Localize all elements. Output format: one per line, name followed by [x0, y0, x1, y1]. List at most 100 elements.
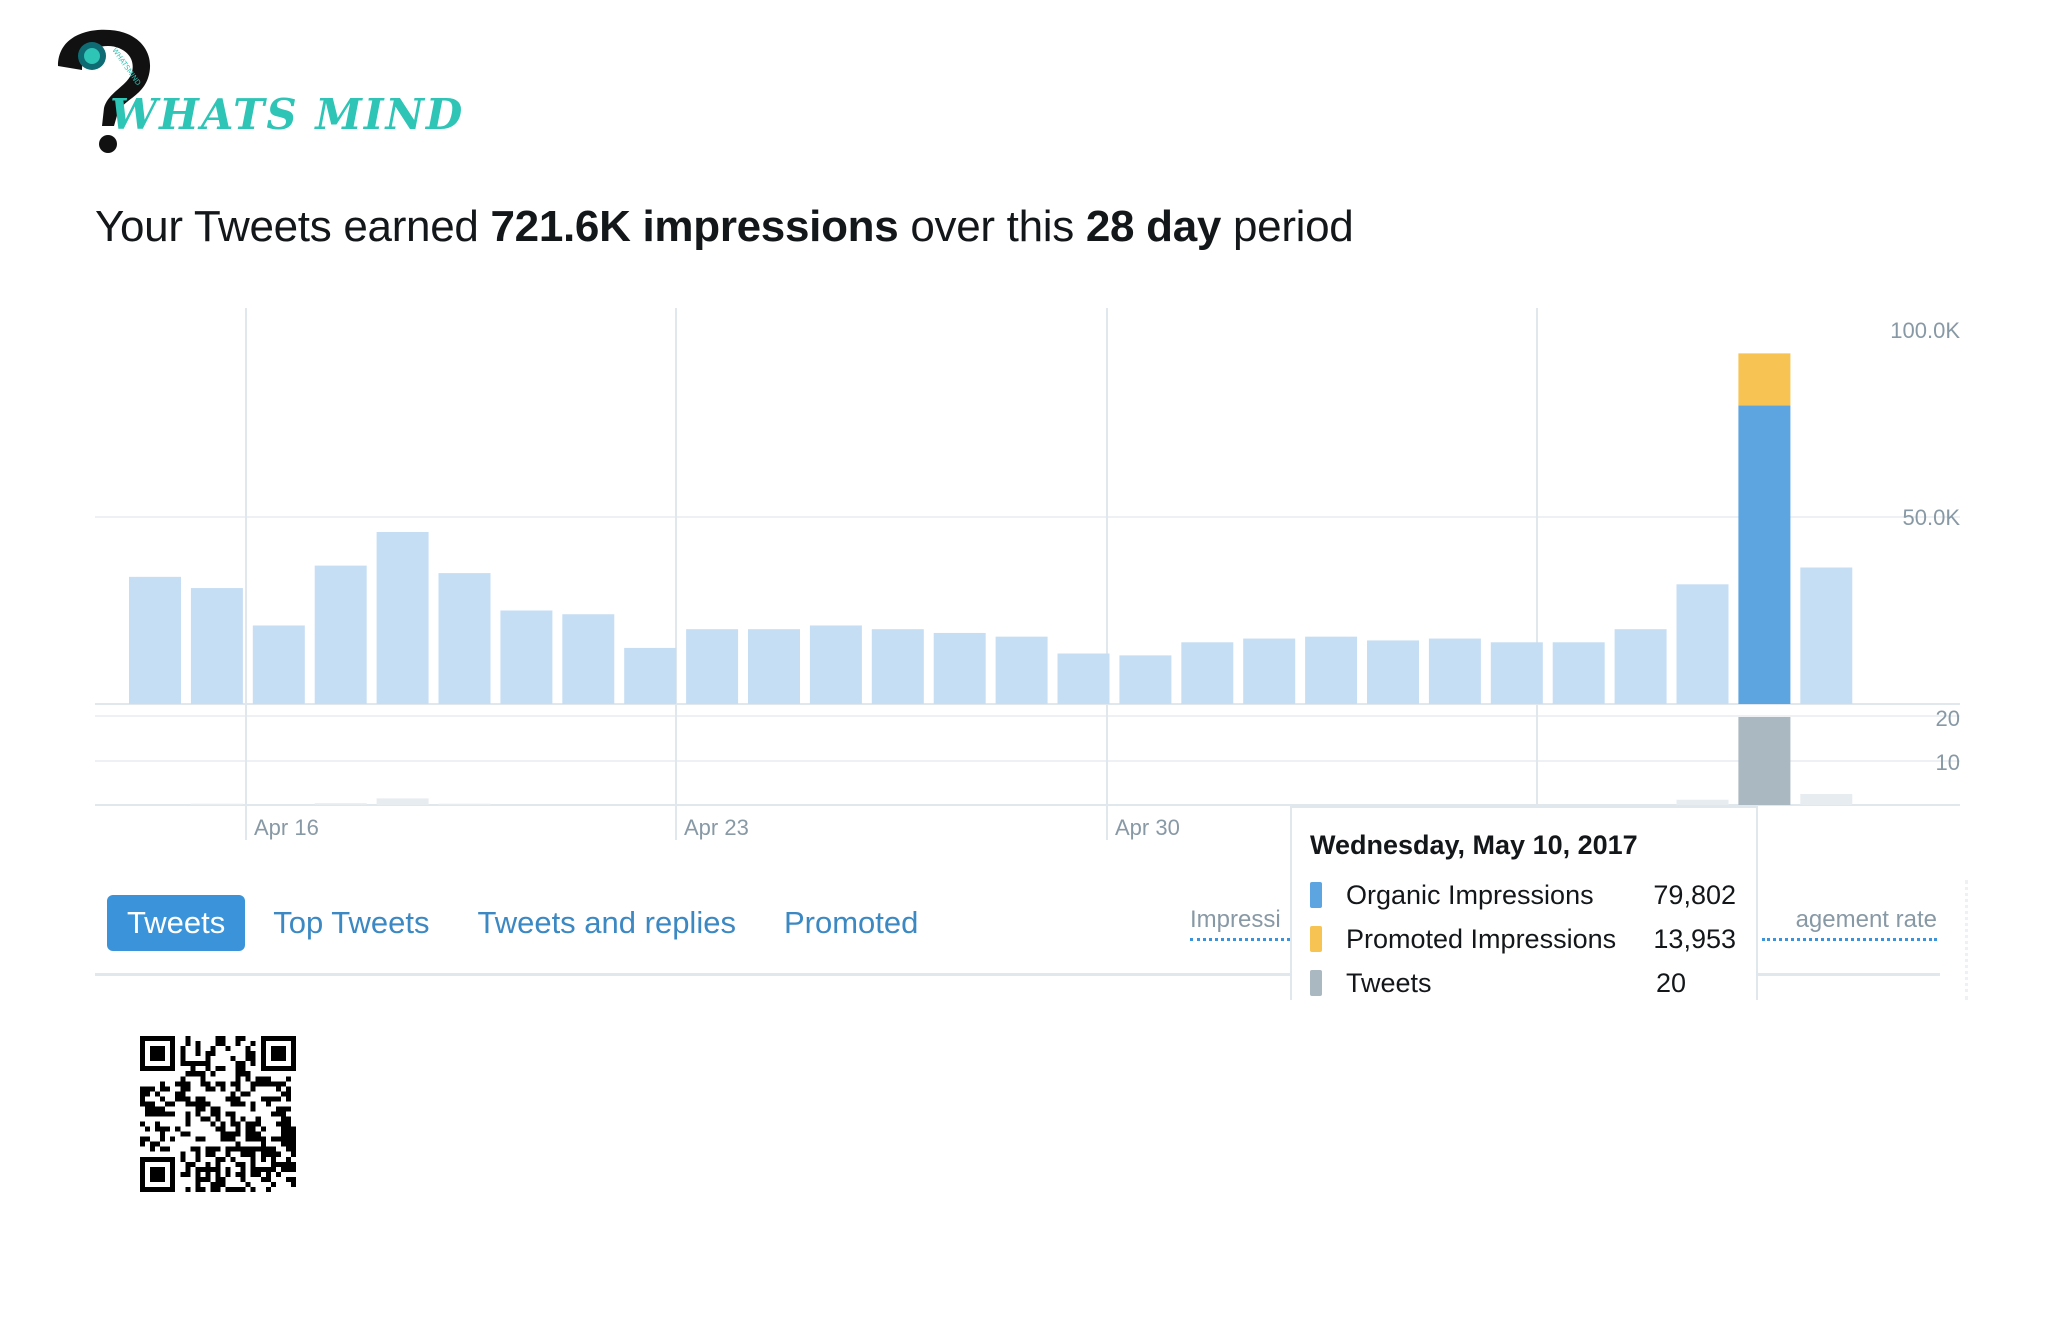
qr-module: [165, 1101, 171, 1107]
qr-module: [290, 1036, 296, 1072]
qr-module: [165, 1126, 171, 1132]
qr-module: [245, 1056, 251, 1062]
qr-module: [260, 1066, 296, 1072]
tweets-bar: [1800, 794, 1853, 805]
qr-module: [210, 1086, 216, 1092]
qr-module: [180, 1056, 186, 1062]
qr-module: [175, 1081, 181, 1087]
qr-module: [245, 1121, 251, 1127]
impressions-toggle[interactable]: Impressi: [1190, 906, 1302, 941]
qr-module: [140, 1096, 146, 1102]
qr-module: [225, 1136, 231, 1142]
qr-module: [200, 1106, 206, 1112]
qr-module: [245, 1146, 251, 1152]
qr-module: [185, 1061, 191, 1067]
qr-module: [160, 1081, 166, 1087]
qr-module: [140, 1136, 146, 1142]
qr-module: [145, 1126, 151, 1132]
qr-module: [190, 1061, 196, 1067]
tooltip-value: 20: [1655, 967, 1686, 998]
tab-tweets[interactable]: Tweets: [107, 895, 246, 951]
qr-module: [190, 1101, 196, 1107]
qr-module: [180, 1086, 186, 1092]
qr-module: [190, 1161, 196, 1167]
qr-module: [275, 1111, 281, 1117]
qr-module: [240, 1166, 246, 1172]
qr-module: [155, 1106, 161, 1112]
qr-module: [250, 1106, 256, 1112]
chart-tooltip: Wednesday, May 10, 2017 Organic Impressi…: [1290, 806, 1758, 1000]
x-tick-label: Apr 16: [254, 815, 319, 840]
y-tick-label: 10: [1936, 750, 1960, 775]
tooltip-row-promoted: Promoted Impressions 13,953: [1310, 917, 1738, 961]
qr-module: [220, 1086, 226, 1092]
qr-module: [195, 1111, 201, 1117]
organic-impressions-bar: [624, 647, 677, 704]
qr-module: [285, 1106, 291, 1112]
tweet-filter-tabs: Tweets Top Tweets Tweets and replies Pro…: [107, 895, 966, 951]
qr-module: [180, 1096, 186, 1102]
tab-tweets-and-replies[interactable]: Tweets and replies: [477, 905, 736, 940]
qr-module: [240, 1101, 246, 1107]
qr-module: [210, 1151, 216, 1157]
qr-module: [185, 1171, 191, 1177]
qr-module: [235, 1036, 241, 1042]
qr-module: [195, 1166, 201, 1172]
qr-module: [225, 1171, 231, 1177]
qr-module: [205, 1151, 211, 1157]
qr-module: [195, 1071, 201, 1077]
qr-module: [180, 1091, 186, 1097]
qr-module: [215, 1166, 221, 1172]
qr-module: [195, 1136, 201, 1142]
qr-module: [270, 1136, 276, 1142]
qr-module: [145, 1106, 151, 1112]
qr-module: [150, 1141, 156, 1147]
qr-module: [280, 1091, 286, 1097]
qr-module: [145, 1101, 151, 1107]
qr-module: [200, 1061, 206, 1067]
qr-module: [285, 1131, 291, 1137]
qr-module: [250, 1086, 256, 1092]
qr-module: [160, 1111, 166, 1117]
qr-module: [275, 1096, 281, 1102]
qr-module: [180, 1156, 186, 1162]
qr-module: [150, 1166, 166, 1182]
tooltip-date: Wednesday, May 10, 2017: [1310, 830, 1638, 860]
qr-module: [215, 1186, 221, 1192]
qr-module: [200, 1076, 206, 1082]
tweets-bar: [1676, 799, 1729, 805]
qr-module: [190, 1071, 196, 1077]
tooltip-row-tweets: Tweets 20: [1310, 961, 1738, 1005]
qr-module: [165, 1146, 171, 1152]
qr-module: [270, 1111, 276, 1117]
tab-promoted[interactable]: Promoted: [783, 905, 919, 940]
qr-module: [180, 1151, 186, 1157]
divider: [1965, 880, 1968, 1000]
qr-module: [195, 1101, 201, 1107]
qr-module: [140, 1141, 146, 1147]
organic-impressions-bar: [1181, 642, 1234, 704]
x-tick-label: Apr 30: [1115, 815, 1180, 840]
qr-module: [220, 1041, 226, 1047]
qr-module: [230, 1111, 236, 1117]
y-tick-label: 100.0K: [1890, 318, 1960, 343]
qr-module: [205, 1061, 211, 1067]
qr-module: [215, 1116, 221, 1122]
tab-top-tweets[interactable]: Top Tweets: [273, 905, 430, 940]
headline-prefix: Your Tweets earned: [95, 202, 491, 251]
qr-module: [255, 1136, 261, 1142]
qr-module: [145, 1086, 151, 1092]
qr-module: [150, 1086, 156, 1092]
engagement-rate-toggle[interactable]: agement rate: [1762, 906, 1937, 941]
qr-module: [175, 1096, 181, 1102]
qr-module: [235, 1186, 241, 1192]
qr-module: [180, 1131, 186, 1137]
qr-module: [185, 1161, 191, 1167]
tooltip-label: Organic Impressions: [1346, 879, 1594, 910]
qr-module: [185, 1096, 191, 1102]
qr-code[interactable]: [140, 1036, 296, 1192]
qr-module: [210, 1051, 216, 1057]
qr-module: [235, 1121, 241, 1127]
organic-impressions-bar: [1305, 636, 1358, 704]
qr-module: [200, 1136, 206, 1142]
